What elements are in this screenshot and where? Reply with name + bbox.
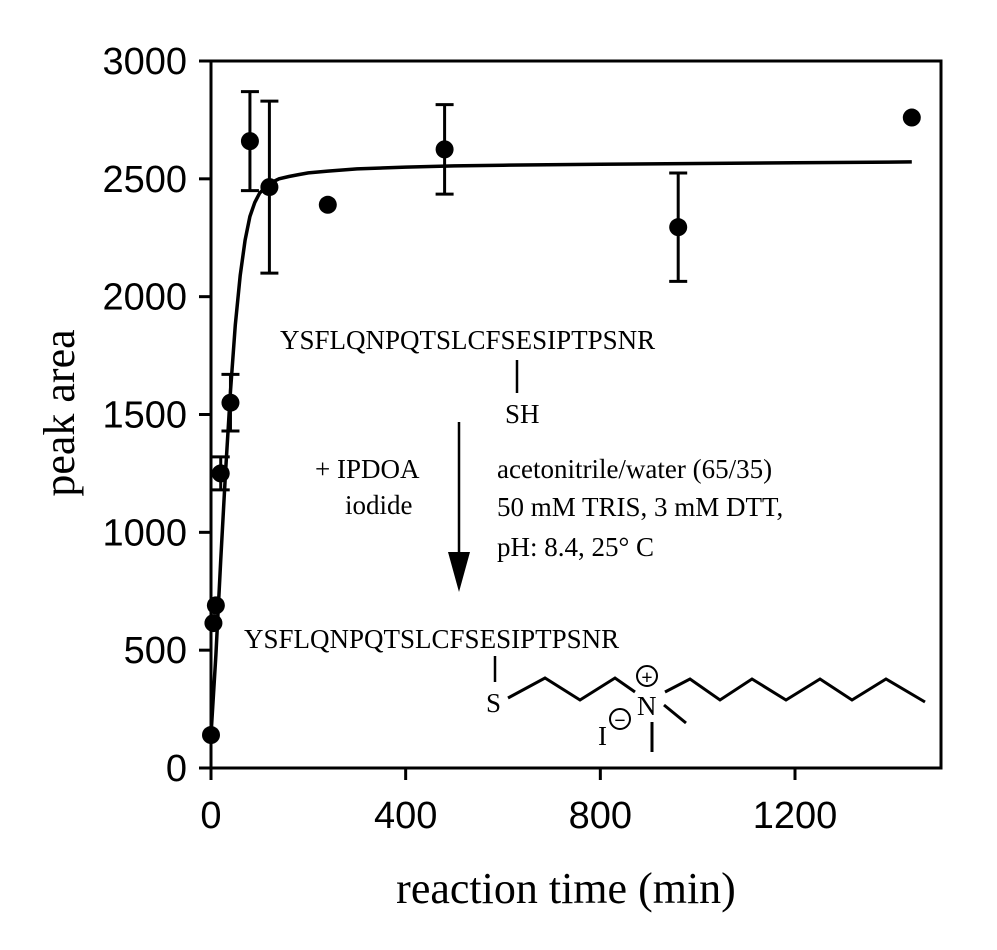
y-tick-label: 500 — [124, 630, 187, 672]
counter-ion-label: I — [598, 721, 607, 751]
linker-chain — [507, 676, 636, 702]
nitrogen-label: N — [637, 691, 657, 721]
x-axis-label: reaction time (min) — [396, 864, 736, 913]
peptide-top-label: YSFLQNPQTSLCFSESIPTPSNR — [280, 325, 655, 355]
data-point — [435, 140, 454, 159]
alkyl-tail — [664, 677, 926, 704]
data-point — [318, 195, 337, 214]
points-layer — [202, 90, 921, 745]
reagent-line-1: + IPDOA — [315, 454, 420, 484]
y-tick-label: 2500 — [102, 159, 187, 201]
x-tick-label: 400 — [374, 795, 437, 837]
y-tick-label: 0 — [166, 748, 187, 790]
reagent-line-2: iodide — [345, 490, 413, 520]
data-point — [669, 218, 688, 237]
x-tick-label: 0 — [200, 795, 221, 837]
data-point — [211, 464, 230, 483]
plus-charge-circle — [636, 665, 658, 687]
y-axis-label: peak area — [35, 329, 84, 496]
minus-charge-circle — [609, 708, 631, 730]
methyl-bond-right — [663, 703, 687, 725]
data-point — [204, 614, 223, 633]
data-point — [240, 132, 259, 151]
x-tick-label: 1200 — [753, 795, 838, 837]
plot-frame — [209, 59, 943, 770]
conditions-line-3: pH: 8.4, 25° C — [497, 532, 654, 562]
peptide-bottom-label: YSFLQNPQTSLCFSESIPTPSNR — [244, 624, 619, 654]
y-tick-label: 1000 — [102, 512, 187, 554]
plus-charge-label: + — [641, 667, 652, 689]
thiol-label: SH — [505, 399, 540, 429]
ticks-layer: 0 500 1000 1500 2000 2500 3000 0 400 800 1200 — [102, 41, 837, 837]
data-point — [202, 726, 220, 745]
y-tick-label: 3000 — [102, 41, 187, 83]
conditions-line-2: 50 mM TRIS, 3 mM DTT, — [497, 492, 783, 522]
minus-charge-label: − — [614, 710, 625, 732]
data-point — [902, 108, 921, 127]
x-tick-label: 800 — [569, 795, 632, 837]
y-tick-label: 2000 — [102, 277, 187, 319]
sulfur-label: S — [486, 688, 501, 718]
y-tick-label: 1500 — [102, 395, 187, 437]
data-point — [260, 178, 279, 197]
data-point — [206, 596, 225, 615]
conditions-line-1: acetonitrile/water (65/35) — [497, 454, 772, 484]
reaction-arrow-head — [448, 552, 470, 592]
data-point — [221, 393, 240, 412]
